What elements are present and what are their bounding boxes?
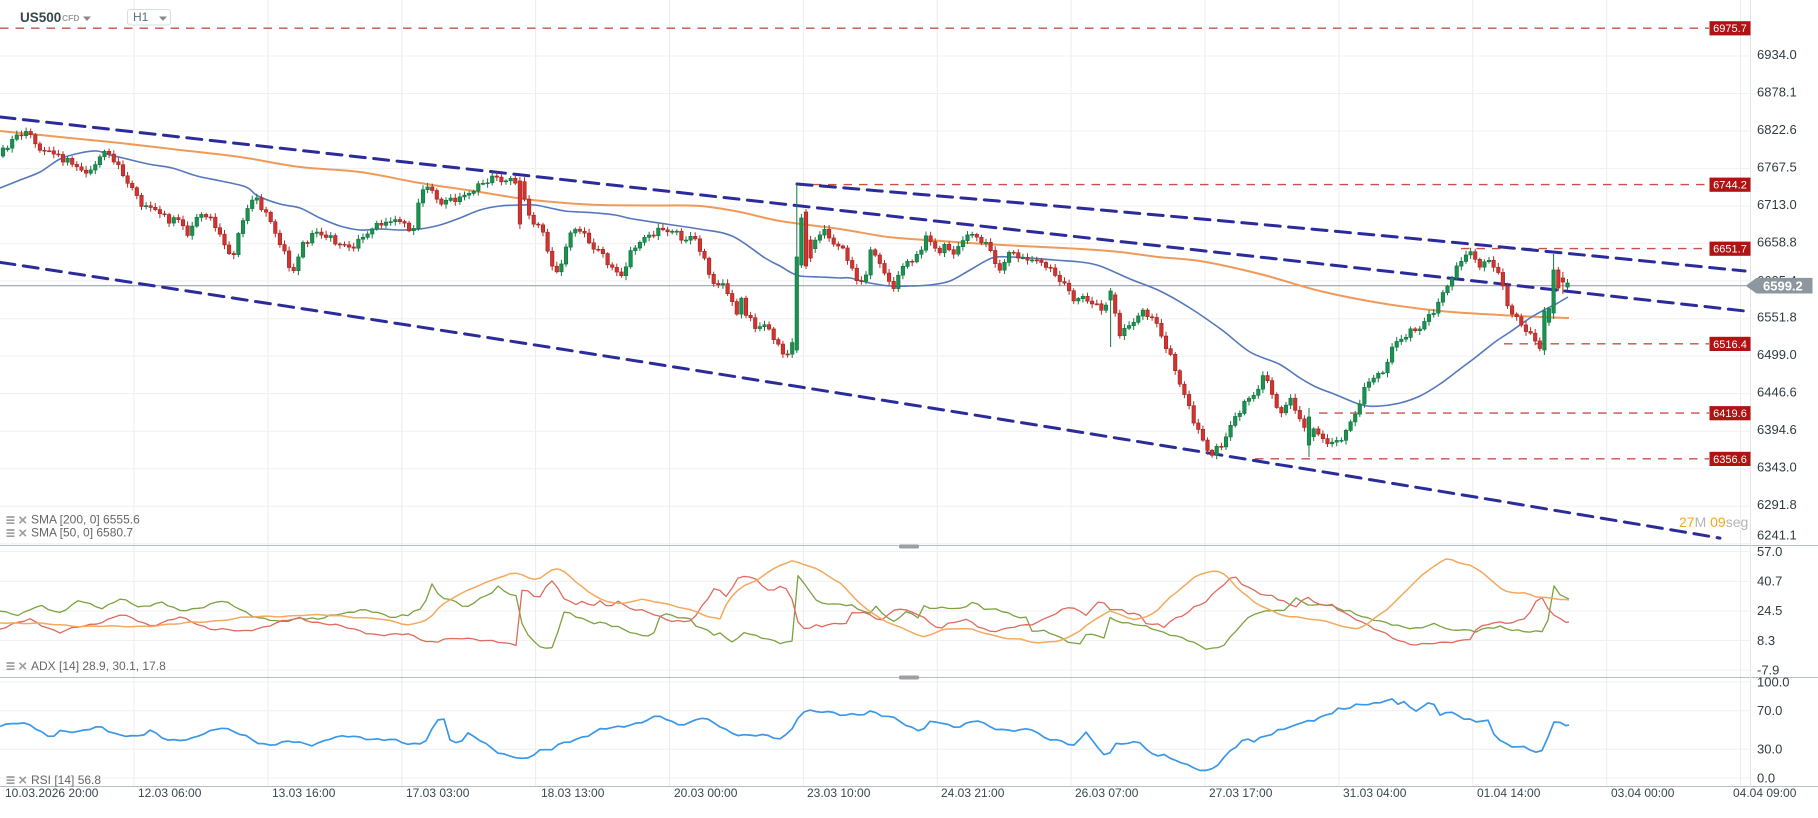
svg-text:100.0: 100.0 (1757, 674, 1790, 689)
svg-text:6499.0: 6499.0 (1757, 347, 1797, 362)
svg-text:40.7: 40.7 (1757, 574, 1782, 589)
svg-text:6446.6: 6446.6 (1757, 384, 1797, 399)
svg-text:6878.1: 6878.1 (1757, 84, 1797, 99)
svg-text:6822.6: 6822.6 (1757, 122, 1797, 137)
svg-text:31.03 04:00: 31.03 04:00 (1343, 786, 1407, 800)
svg-text:6394.6: 6394.6 (1757, 422, 1797, 437)
svg-text:6713.0: 6713.0 (1757, 197, 1797, 212)
svg-text:8.3: 8.3 (1757, 633, 1775, 648)
svg-text:SMA [200, 0] 6555.6: SMA [200, 0] 6555.6 (31, 513, 140, 527)
svg-text:CFD: CFD (62, 13, 79, 23)
svg-text:6599.2: 6599.2 (1763, 278, 1803, 293)
svg-text:24.5: 24.5 (1757, 603, 1782, 618)
svg-text:US500: US500 (20, 10, 61, 25)
svg-text:23.03 10:00: 23.03 10:00 (807, 786, 871, 800)
svg-text:13.03 16:00: 13.03 16:00 (272, 786, 336, 800)
svg-text:26.03 07:00: 26.03 07:00 (1075, 786, 1139, 800)
svg-text:-7.9: -7.9 (1757, 662, 1779, 677)
svg-text:27M 09seg: 27M 09seg (1679, 514, 1748, 530)
svg-text:6658.8: 6658.8 (1757, 234, 1797, 249)
svg-text:0.0: 0.0 (1757, 770, 1775, 785)
svg-text:6343.0: 6343.0 (1757, 460, 1797, 475)
svg-text:70.0: 70.0 (1757, 703, 1782, 718)
svg-text:RSI [14] 56.8: RSI [14] 56.8 (31, 773, 101, 787)
svg-text:57.0: 57.0 (1757, 544, 1782, 559)
svg-text:6516.4: 6516.4 (1713, 339, 1747, 351)
svg-text:04.04 09:00: 04.04 09:00 (1733, 786, 1797, 800)
svg-text:10.03.2026 20:00: 10.03.2026 20:00 (5, 786, 99, 800)
svg-text:SMA [50, 0] 6580.7: SMA [50, 0] 6580.7 (31, 526, 133, 540)
svg-text:6241.1: 6241.1 (1757, 528, 1797, 543)
svg-text:6767.5: 6767.5 (1757, 159, 1797, 174)
svg-text:20.03 00:00: 20.03 00:00 (674, 786, 738, 800)
svg-text:18.03 13:00: 18.03 13:00 (541, 786, 605, 800)
svg-text:6551.8: 6551.8 (1757, 310, 1797, 325)
svg-text:6419.6: 6419.6 (1713, 408, 1747, 420)
svg-text:12.03 06:00: 12.03 06:00 (138, 786, 202, 800)
svg-text:H1: H1 (133, 10, 149, 24)
svg-text:6651.7: 6651.7 (1713, 244, 1747, 256)
svg-text:24.03 21:00: 24.03 21:00 (941, 786, 1005, 800)
svg-text:30.0: 30.0 (1757, 742, 1782, 757)
svg-text:6291.8: 6291.8 (1757, 497, 1797, 512)
svg-text:ADX [14] 28.9, 30.1, 17.8: ADX [14] 28.9, 30.1, 17.8 (31, 659, 166, 673)
svg-text:17.03 03:00: 17.03 03:00 (406, 786, 470, 800)
svg-text:27.03 17:00: 27.03 17:00 (1209, 786, 1273, 800)
svg-text:03.04 00:00: 03.04 00:00 (1611, 786, 1675, 800)
svg-text:6934.0: 6934.0 (1757, 47, 1797, 62)
svg-text:6356.6: 6356.6 (1713, 454, 1747, 466)
svg-text:01.04 14:00: 01.04 14:00 (1477, 786, 1541, 800)
svg-text:6975.7: 6975.7 (1713, 23, 1747, 35)
svg-text:6744.2: 6744.2 (1713, 180, 1747, 192)
